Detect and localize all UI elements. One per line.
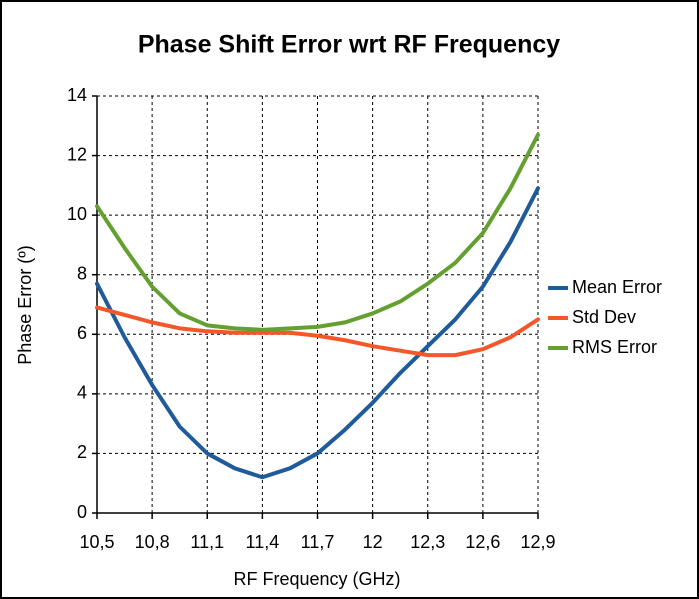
- x-axis-label: RF Frequency (GHz): [233, 569, 400, 589]
- y-axis-label: Phase Error (º): [15, 245, 35, 365]
- chart-title: Phase Shift Error wrt RF Frequency: [138, 31, 560, 59]
- y-tick-label: 10: [67, 204, 87, 224]
- x-tick-label: 11,7: [301, 532, 335, 552]
- x-tick-label: 12,9: [520, 532, 555, 552]
- x-tick-label: 10,5: [79, 532, 114, 552]
- x-tick-label: 11,1: [190, 532, 224, 552]
- legend-label: Std Dev: [572, 307, 636, 327]
- y-tick-label: 14: [67, 85, 87, 105]
- data-line: [95, 186, 540, 480]
- y-tick-label: 2: [77, 442, 87, 462]
- y-tick-label: 12: [67, 144, 87, 164]
- legend-label: RMS Error: [572, 337, 657, 357]
- data-line: [95, 305, 540, 358]
- x-tick-label: 12: [363, 532, 383, 552]
- data-line: [95, 132, 540, 332]
- x-tick-label: 10,8: [135, 532, 170, 552]
- y-tick-label: 4: [77, 383, 87, 403]
- y-tick-label: 6: [77, 323, 87, 343]
- x-tick-label: 12,3: [410, 532, 445, 552]
- y-tick-label: 8: [77, 263, 87, 283]
- x-tick-label: 12,6: [465, 532, 500, 552]
- x-tick-label: 11,4: [246, 532, 280, 552]
- legend-label: Mean Error: [572, 277, 662, 297]
- y-tick-label: 0: [77, 502, 87, 522]
